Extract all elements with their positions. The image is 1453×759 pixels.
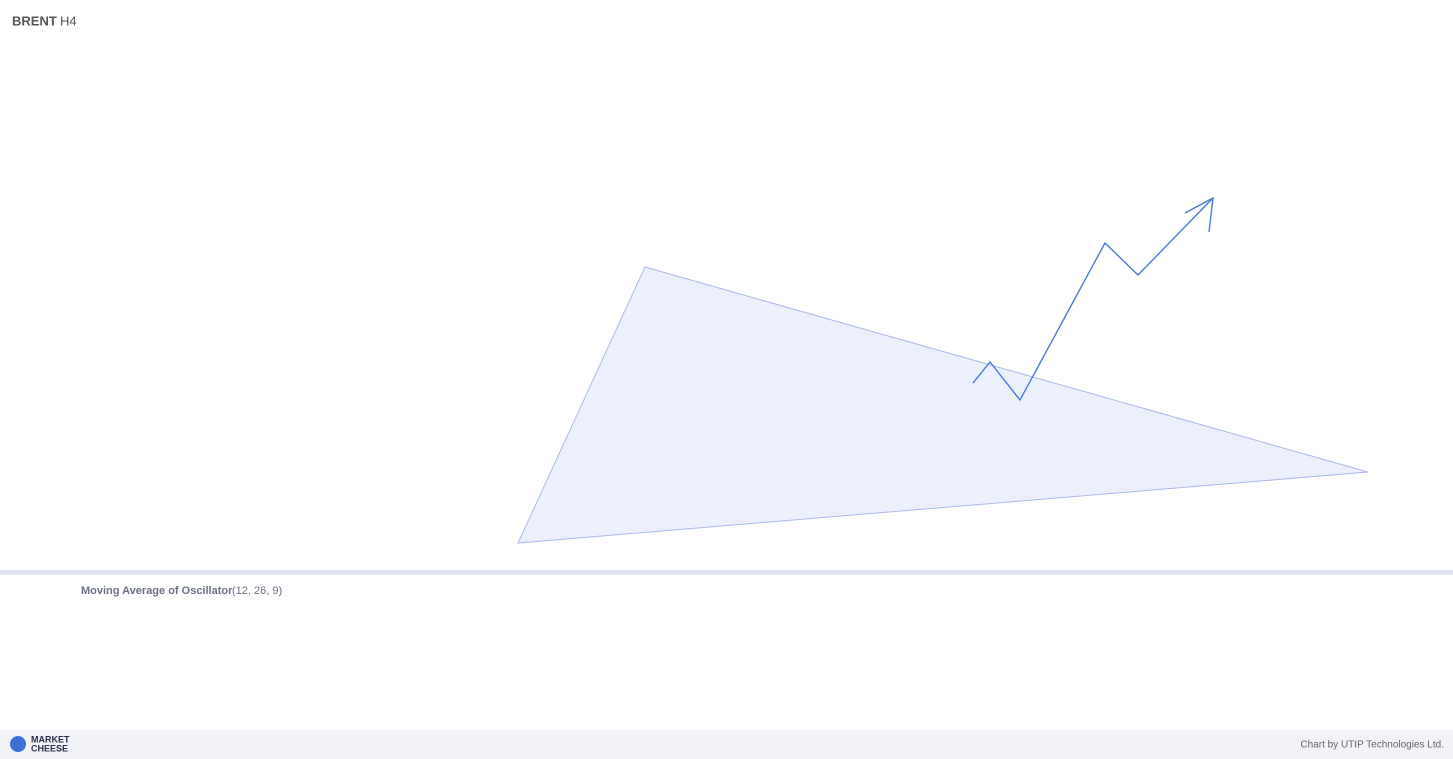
- indicator-title: Moving Average of Oscillator: [81, 585, 233, 597]
- forecast-arrow: [972, 197, 1214, 402]
- arrow-head: [1184, 196, 1214, 233]
- footer-bar: [0, 730, 1453, 759]
- triangle-pattern: [517, 266, 1369, 544]
- panel-separator: [0, 570, 1453, 575]
- timeframe: H4: [60, 13, 77, 28]
- indicator-params: (12, 26, 9): [232, 585, 282, 597]
- credit: Chart by UTIP Technologies Ltd.: [1300, 740, 1444, 751]
- logo-icon: [10, 736, 26, 752]
- logo-text: MARKET: [31, 734, 70, 744]
- symbol: BRENT: [12, 13, 57, 28]
- logo-text: CHEESE: [31, 743, 68, 753]
